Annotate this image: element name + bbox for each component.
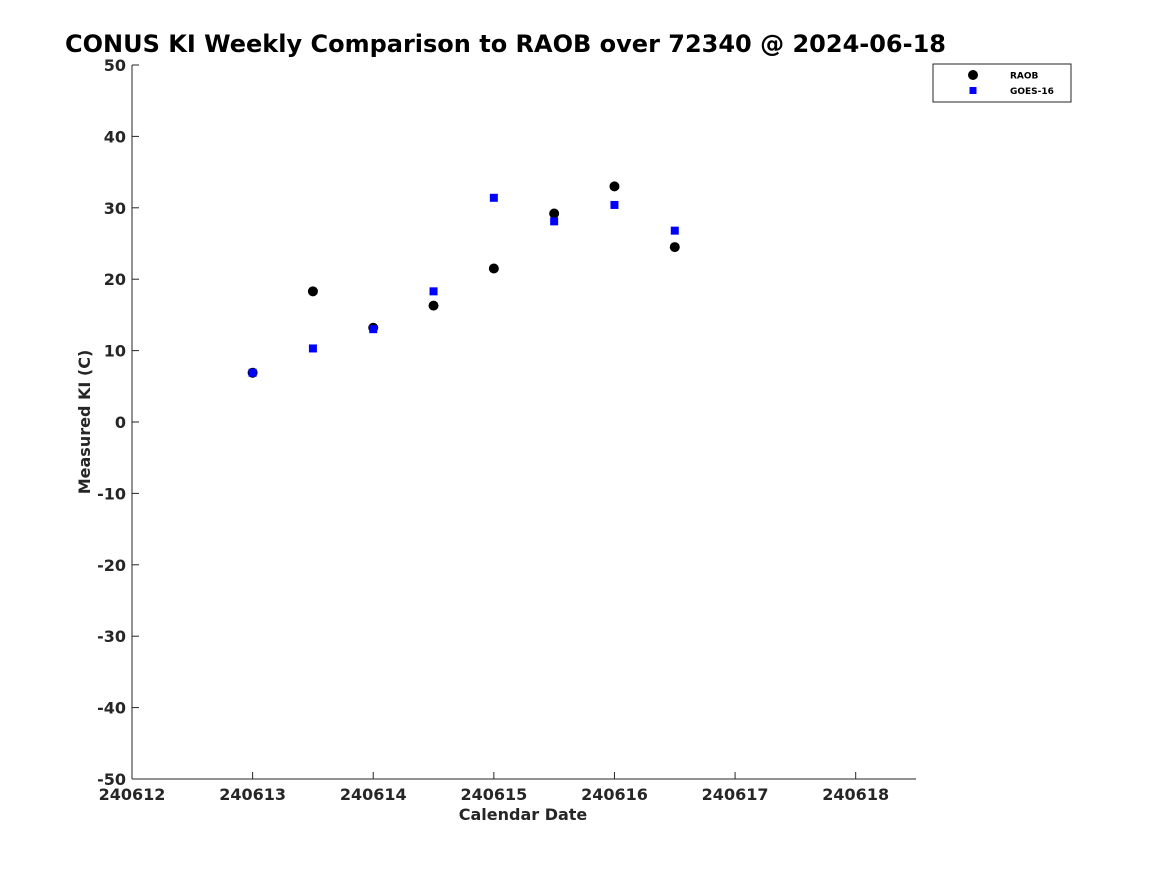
x-ticks: 240612 240613 240614 240615 240616 240617 2406… — [99, 772, 889, 804]
y-tick-label: -20 — [97, 556, 126, 575]
legend-label-goes-16: GOES-16 — [1010, 87, 1054, 97]
goes-16-point — [369, 325, 378, 334]
y-ticks: -50 -40 -30 -20 -10 0 10 20 30 40 50 — [97, 56, 139, 789]
y-tick-label: 0 — [115, 413, 126, 432]
goes-16-point — [550, 217, 559, 226]
y-tick-label: 20 — [104, 270, 126, 289]
y-tick-label: 10 — [104, 342, 126, 361]
x-tick-label: 240617 — [702, 785, 769, 804]
x-tick-label: 240618 — [822, 785, 889, 804]
goes-16-point — [308, 344, 317, 353]
goes-16-point — [610, 200, 619, 209]
y-tick-label: 50 — [104, 56, 126, 75]
goes-16-point — [429, 287, 438, 296]
y-tick-label: -30 — [97, 627, 126, 646]
chart-title: CONUS KI Weekly Comparison to RAOB over … — [65, 30, 946, 58]
x-tick-label: 240612 — [99, 785, 166, 804]
legend: RAOB GOES-16 — [932, 63, 1072, 103]
legend-marker-goes-16 — [969, 87, 977, 94]
y-tick-label: 40 — [104, 127, 126, 146]
axes — [131, 65, 916, 780]
raob-point — [669, 242, 680, 253]
legend-label-raob: RAOB — [1010, 72, 1039, 82]
raob-point — [488, 263, 499, 274]
raob-point — [609, 181, 620, 192]
goes-16-point — [489, 193, 498, 202]
goes-16-point — [670, 226, 679, 235]
raob-point — [307, 286, 318, 297]
goes-16-point — [248, 368, 257, 377]
y-tick-label: -40 — [97, 699, 126, 718]
y-axis-label: Measured KI (C) — [75, 350, 94, 495]
y-tick-label: -50 — [97, 770, 126, 789]
raob-point — [428, 300, 439, 311]
raob-point — [549, 208, 560, 219]
x-tick-label: 240613 — [219, 785, 286, 804]
y-tick-label: 30 — [104, 199, 126, 218]
x-axis-label: Calendar Date — [459, 805, 588, 824]
x-tick-label: 240616 — [581, 785, 648, 804]
data-points — [247, 181, 680, 378]
legend-marker-raob — [968, 70, 978, 80]
legend-box — [932, 63, 1072, 103]
y-tick-label: -10 — [97, 484, 126, 503]
x-tick-label: 240614 — [340, 785, 407, 804]
x-tick-label: 240615 — [460, 785, 527, 804]
